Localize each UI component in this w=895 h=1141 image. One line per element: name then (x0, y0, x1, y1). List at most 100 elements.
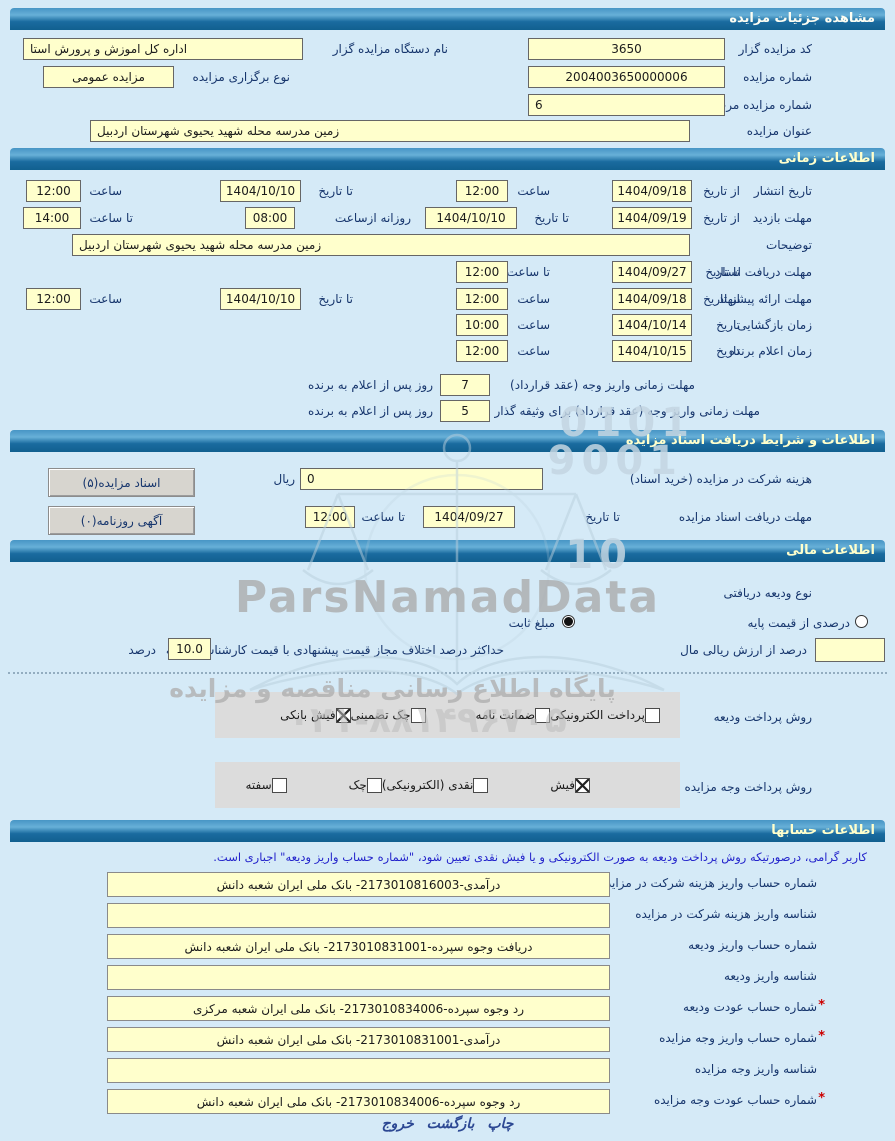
visit-daily-from-time[interactable]: 08:00 (245, 207, 295, 229)
winner-label: زمان اعلام برنده (728, 344, 812, 358)
visit-from-date[interactable]: 1404/09/19 (612, 207, 692, 229)
days-after-announce-label: روز پس از اعلام به برنده (308, 404, 433, 418)
print-link[interactable]: چاپ (487, 1116, 514, 1132)
row-payment-deadline-5: مهلت زمانی واریز وجه (عقد قرارداد) برای … (0, 400, 895, 426)
radio-percent-label: درصدی از قیمت پایه (747, 616, 850, 630)
exit-link[interactable]: خروج (381, 1116, 414, 1132)
percent-of-value-field[interactable] (815, 638, 885, 662)
checkbox-receipt[interactable] (575, 777, 590, 793)
offer-from-date[interactable]: 1404/09/18 (612, 288, 692, 310)
doc-receive-label: مهلت دریافت اسناد (714, 265, 812, 279)
account-field[interactable] (107, 903, 610, 928)
checkbox-bank-receipt[interactable] (335, 707, 351, 723)
row-winner-announce-time: زمان اعلام برنده تاریخ 1404/10/15 ساعت 1… (0, 340, 895, 366)
radio-fixed-amount[interactable] (562, 615, 575, 628)
account-field[interactable] (107, 1058, 610, 1083)
deposit-payment-methods-box: پرداخت الکترونیکی ضمانت نامه چک تضمینی ف… (215, 692, 680, 738)
account-field[interactable]: رد وجوه سپرده-2173010834006- بانک ملی ای… (107, 996, 610, 1021)
days-after-announce-label: روز پس از اعلام به برنده (308, 378, 433, 392)
opening-label: زمان بازگشایی (737, 318, 812, 332)
notes-label: توضیحات (765, 238, 812, 252)
row-account-deposit-id: * شناسه واریز ودیعه (0, 965, 895, 991)
payment-deadline-guarantor-days[interactable]: 5 (440, 400, 490, 422)
doc-deadline-date[interactable]: 1404/09/27 (423, 506, 515, 528)
row-account-deposit: * شماره حساب واریز ودیعه دریافت وجوه سپر… (0, 934, 895, 960)
from-date-label: از تاریخ (703, 211, 740, 225)
account-field[interactable]: دریافت وجوه سپرده-2173010831001- بانک مل… (107, 934, 610, 959)
doc-receive-to-time[interactable]: 12:00 (456, 261, 508, 283)
section-time-info: اطلاعات زمانی (10, 148, 885, 170)
hour-label: ساعت (89, 292, 122, 306)
opening-time[interactable]: 10:00 (456, 314, 508, 336)
radio-percent-of-base-price[interactable] (855, 615, 868, 628)
reference-number-label: شماره مزایده مرجع (712, 98, 812, 112)
auction-payment-methods-box: فیش نقدی (الکترونیکی) چک سفته (215, 762, 680, 808)
publish-to-time[interactable]: 12:00 (26, 180, 81, 202)
checkbox-certified-cheque[interactable] (410, 707, 426, 723)
auction-payment-method-label: روش پرداخت وجه مزایده (684, 780, 812, 794)
auction-number-field[interactable]: 2004003650000006 (528, 66, 725, 88)
notes-field[interactable]: زمین مدرسه محله شهید یحیوی شهرستان اردبی… (72, 234, 690, 256)
auction-documents-button[interactable]: اسناد مزایده(۵) (48, 468, 195, 497)
checkbox-electronic-payment[interactable] (645, 707, 660, 723)
required-asterisk: * (818, 1029, 825, 1044)
to-hour-label: تا ساعت (506, 265, 550, 279)
section-accounts-info: اطلاعات حسابها (10, 820, 885, 842)
row-account-fee-deposit: * شماره حساب واریز هزینه شرکت در مزایده … (0, 872, 895, 898)
auctioneer-code-field[interactable]: 3650 (528, 38, 725, 60)
to-date-label: تا تاریخ (318, 292, 353, 306)
account-field[interactable]: درآمدی-2173010831001- بانک ملی ایران شعب… (107, 1027, 610, 1052)
publish-from-time[interactable]: 12:00 (456, 180, 508, 202)
visit-to-time[interactable]: 14:00 (23, 207, 81, 229)
hour-label: ساعت (517, 344, 550, 358)
payment-deadline-days[interactable]: 7 (440, 374, 490, 396)
offer-to-time[interactable]: 12:00 (26, 288, 81, 310)
account-field[interactable]: درآمدی-2173010816003- بانک ملی ایران شعب… (107, 872, 610, 897)
checkbox-cheque[interactable] (366, 777, 382, 793)
checkbox-promissory-note[interactable] (271, 777, 287, 793)
row-notes: توضیحات زمین مدرسه محله شهید یحیوی شهرست… (0, 234, 895, 260)
back-link[interactable]: بازگشت (426, 1116, 475, 1132)
visit-to-date[interactable]: 1404/10/10 (425, 207, 517, 229)
row-publish-date: تاریخ انتشار از تاریخ 1404/09/18 ساعت 12… (0, 180, 895, 206)
offer-to-date[interactable]: 1404/10/10 (220, 288, 301, 310)
row-percent-values: درصد از ارزش ریالی مال حداکثر درصد اختلا… (0, 638, 895, 664)
row-account-auction-payment-id: * شناسه واریز وجه مزایده (0, 1058, 895, 1084)
fee-field[interactable]: 0 (300, 468, 543, 490)
radio-fixed-label: مبلغ ثابت (508, 616, 555, 630)
newspaper-ad-button[interactable]: آگهی روزنامه(۰) (48, 506, 195, 535)
dotted-separator (8, 672, 887, 674)
deposit-payment-method-label: روش پرداخت ودیعه (713, 710, 812, 724)
max-diff-field[interactable]: 10.0 (168, 638, 211, 660)
agency-field[interactable]: اداره کل اموزش و پرورش استا (23, 38, 303, 60)
accounts-notice: کاربر گرامی، درصورتیکه روش پرداخت ودیعه … (213, 850, 867, 864)
to-hour-label: تا ساعت (89, 211, 133, 225)
auction-type-field[interactable]: مزایده عمومی (43, 66, 174, 88)
section-document-conditions: اطلاعات و شرایط دریافت اسناد مزایده (10, 430, 885, 452)
publish-to-date[interactable]: 1404/10/10 (220, 180, 301, 202)
account-label: شناسه واریز وجه مزایده (694, 1062, 817, 1076)
hour-label: ساعت (517, 292, 550, 306)
doc-deadline-time[interactable]: 12:00 (305, 506, 355, 528)
account-label: شماره حساب واریز هزینه شرکت در مزایده (599, 876, 817, 890)
rial-unit-label: ریال (273, 472, 295, 486)
row-deposit-type: نوع ودیعه دریافتی (0, 582, 895, 608)
account-field[interactable]: رد وجوه سپرده-2173010834006- بانک ملی ای… (107, 1089, 610, 1114)
winner-time[interactable]: 12:00 (456, 340, 508, 362)
row-participation-fee: هزینه شرکت در مزایده (خرید اسناد) 0 ریال… (0, 468, 895, 497)
publish-from-date[interactable]: 1404/09/18 (612, 180, 692, 202)
row-visit-deadline: مهلت بازدید از تاریخ 1404/09/19 تا تاریخ… (0, 207, 895, 233)
cheque-label: چک (348, 778, 367, 792)
winner-date[interactable]: 1404/10/15 (612, 340, 692, 362)
offer-from-time[interactable]: 12:00 (456, 288, 508, 310)
opening-date[interactable]: 1404/10/14 (612, 314, 692, 336)
checkbox-cash-electronic[interactable] (473, 777, 489, 793)
doc-receive-to-date[interactable]: 1404/09/27 (612, 261, 692, 283)
reference-number-field[interactable]: 6 (528, 94, 725, 116)
hour-label: ساعت (517, 184, 550, 198)
account-label: شناسه واریز هزینه شرکت در مزایده (635, 907, 817, 921)
account-field[interactable] (107, 965, 610, 990)
auction-title-field[interactable]: زمین مدرسه محله شهید یحیوی شهرستان اردبی… (90, 120, 690, 142)
checkbox-guarantee-letter[interactable] (535, 707, 551, 723)
row-doc-receive-deadline: مهلت دریافت اسناد تا تاریخ 1404/09/27 تا… (0, 261, 895, 287)
